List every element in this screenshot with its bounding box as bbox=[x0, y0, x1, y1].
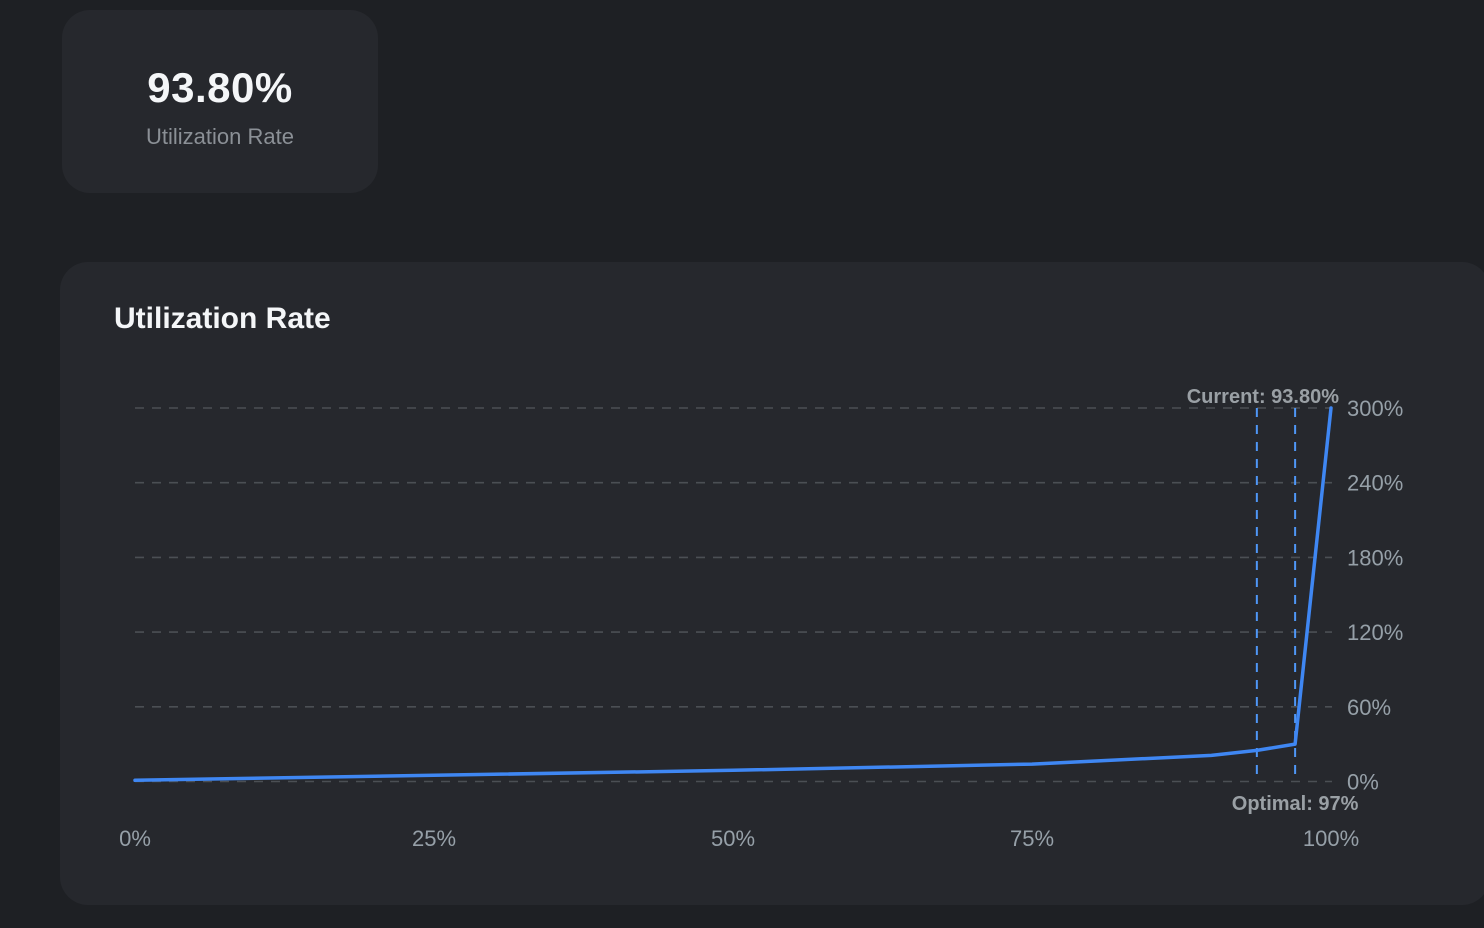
x-axis-tick-label: 0% bbox=[119, 826, 151, 851]
stat-label: Utilization Rate bbox=[146, 123, 294, 149]
x-axis-tick-label: 25% bbox=[412, 826, 456, 851]
x-axis-tick-label: 100% bbox=[1303, 826, 1359, 851]
x-axis-tick-label: 50% bbox=[711, 826, 755, 851]
y-axis-tick-label: 120% bbox=[1347, 620, 1403, 645]
y-axis-tick-label: 60% bbox=[1347, 695, 1391, 720]
utilization-series-line bbox=[133, 406, 1333, 783]
utilization-stat-card: 93.80% Utilization Rate bbox=[62, 10, 378, 193]
stat-value: 93.80% bbox=[147, 63, 293, 111]
x-axis-tick-label: 75% bbox=[1010, 826, 1054, 851]
y-axis-tick-label: 0% bbox=[1347, 770, 1379, 795]
chart-title: Utilization Rate bbox=[114, 302, 331, 335]
y-axis-tick-label: 180% bbox=[1347, 545, 1403, 570]
optimal-annotation-label: Optimal: 97% bbox=[1232, 793, 1359, 815]
y-axis-tick-label: 240% bbox=[1347, 471, 1403, 496]
utilization-chart-card: Utilization Rate 0% 60% 120% 180% 240% 300% 0%… bbox=[60, 262, 1484, 905]
y-axis-tick-label: 300% bbox=[1347, 396, 1403, 421]
current-annotation-label: Current: 93.80% bbox=[1187, 386, 1339, 408]
utilization-rate-chart[interactable]: 0% 60% 120% 180% 240% 300% 0% 25% 50% 75% 100% Curr… bbox=[60, 262, 1484, 905]
